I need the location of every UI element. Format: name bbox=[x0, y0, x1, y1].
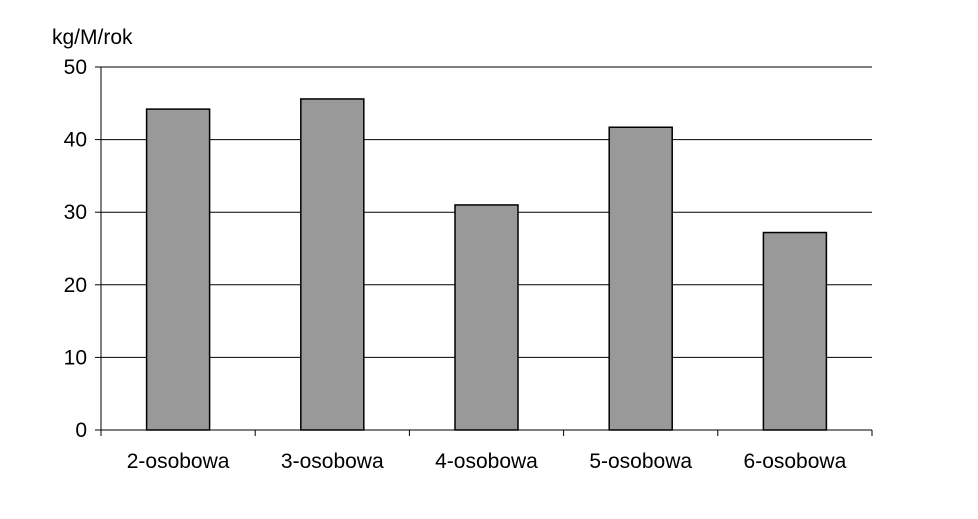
y-tick-label: 0 bbox=[75, 419, 87, 442]
x-tick-label: 4-osobowa bbox=[435, 450, 538, 473]
x-tick-label: 3-osobowa bbox=[281, 450, 384, 473]
bars bbox=[145, 98, 828, 431]
y-tick-label: 30 bbox=[64, 201, 87, 224]
x-tick-label: 2-osobowa bbox=[127, 450, 230, 473]
axes bbox=[95, 66, 873, 436]
bar-3-osobowa bbox=[300, 98, 365, 431]
y-axis-label: kg/M/rok bbox=[52, 26, 133, 49]
bar-5-osobowa bbox=[608, 126, 673, 431]
x-tick-labels: 2-osobowa 3-osobowa 4-osobowa 5-osobowa 6-os… bbox=[127, 450, 847, 473]
y-tick-labels: 0 10 20 30 40 50 bbox=[64, 56, 87, 442]
bar-6-osobowa bbox=[762, 231, 828, 431]
y-tick-label: 20 bbox=[64, 274, 87, 297]
x-tick-label: 5-osobowa bbox=[589, 450, 692, 473]
y-tick-label: 50 bbox=[64, 56, 87, 79]
bar-2-osobowa bbox=[145, 108, 211, 431]
y-tick-label: 40 bbox=[64, 129, 87, 152]
y-tick-label: 10 bbox=[64, 346, 87, 369]
bar-4-osobowa bbox=[454, 204, 519, 431]
x-tick-label: 6-osobowa bbox=[744, 450, 847, 473]
